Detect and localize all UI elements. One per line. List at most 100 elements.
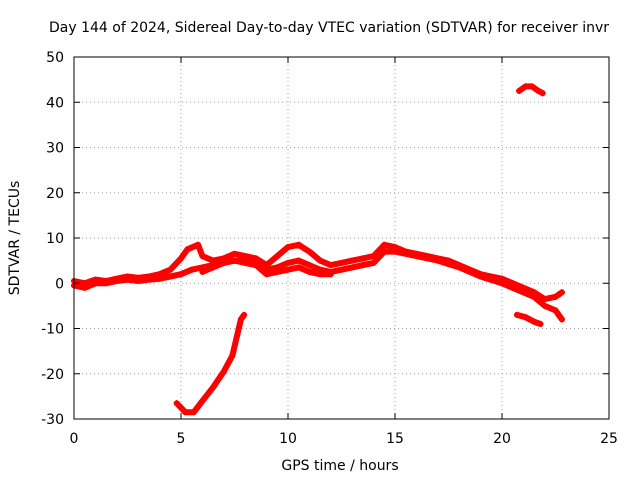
data-point [242, 259, 249, 266]
data-point [195, 241, 202, 248]
data-point [274, 268, 281, 275]
series-descending-arc [173, 311, 248, 416]
data-point [535, 87, 542, 94]
data-point [306, 262, 313, 269]
data-point [167, 266, 174, 273]
series-arc-late [514, 311, 544, 327]
x-tick-label: 0 [70, 431, 79, 447]
chart-title: Day 144 of 2024, Sidereal Day-to-day VTE… [49, 20, 609, 36]
data-point [541, 302, 548, 309]
data-point [295, 241, 302, 248]
data-point [434, 257, 441, 264]
data-point [135, 277, 142, 284]
data-point [210, 384, 217, 391]
data-point [381, 248, 388, 255]
y-tick-label: 20 [46, 186, 64, 202]
x-axis-label: GPS time / hours [281, 458, 398, 474]
data-point [513, 311, 520, 318]
data-point [413, 253, 420, 260]
data-point [552, 293, 559, 300]
data-point [199, 268, 206, 275]
data-point [295, 257, 302, 264]
data-point [522, 314, 529, 321]
data-point [558, 289, 565, 296]
x-tick-label: 15 [386, 431, 404, 447]
data-point [190, 409, 197, 416]
data-point [317, 271, 324, 278]
x-tick-label: 20 [493, 431, 511, 447]
x-tick-label: 5 [177, 431, 186, 447]
grid-layer [74, 57, 609, 419]
data-point [528, 83, 535, 90]
data-point [233, 334, 240, 341]
data-point [113, 277, 120, 284]
data-point [541, 296, 548, 303]
data-point [381, 241, 388, 248]
data-point [370, 259, 377, 266]
data-point [317, 257, 324, 264]
data-point [392, 248, 398, 255]
data-point [522, 83, 529, 90]
data-point [199, 253, 206, 260]
data-point [237, 316, 244, 323]
data-point [167, 273, 174, 280]
data-point [229, 352, 236, 359]
data-point [338, 266, 345, 273]
y-tick-label: -30 [41, 412, 64, 428]
y-tick-label: 30 [46, 141, 64, 157]
y-tick-label: 40 [46, 95, 64, 111]
data-point [184, 246, 191, 253]
data-point [274, 253, 281, 260]
y-tick-label: 0 [55, 276, 64, 292]
series-layer [71, 83, 565, 416]
data-point [531, 293, 538, 300]
data-point [295, 264, 302, 271]
data-point [327, 262, 334, 269]
data-point [359, 262, 366, 269]
data-point [349, 257, 356, 264]
data-point [552, 307, 559, 314]
data-point [182, 409, 189, 416]
data-point [531, 318, 538, 325]
series-arc-41 [516, 83, 546, 97]
data-point [327, 271, 334, 278]
data-point [558, 316, 565, 323]
data-point [537, 320, 544, 327]
data-point [370, 253, 377, 260]
data-point [220, 259, 227, 266]
data-point [178, 255, 184, 262]
data-point [241, 311, 248, 318]
data-point [499, 280, 505, 287]
data-point [285, 244, 291, 251]
data-point [173, 400, 180, 407]
data-point [520, 289, 527, 296]
data-point [456, 264, 463, 271]
data-point [188, 266, 195, 273]
data-point [263, 271, 270, 278]
data-point [210, 264, 217, 271]
data-point [231, 257, 238, 264]
data-point [359, 255, 366, 262]
data-point [349, 264, 356, 271]
data-point [156, 275, 163, 282]
data-point [220, 368, 227, 375]
x-tick-label: 25 [600, 431, 618, 447]
x-tick-label: 10 [279, 431, 297, 447]
data-point [477, 273, 484, 280]
y-tick-label: -10 [41, 322, 64, 338]
data-point [338, 259, 345, 266]
data-point [145, 276, 152, 283]
data-point [509, 284, 516, 291]
data-point [306, 248, 313, 255]
data-point [516, 87, 523, 94]
data-point [178, 271, 184, 278]
data-point [285, 266, 291, 273]
y-axis-label: SDTVAR / TECUs [7, 181, 23, 296]
data-point [92, 280, 99, 287]
data-point [285, 259, 291, 266]
data-point [539, 90, 546, 97]
data-point [124, 276, 131, 283]
data-point [103, 280, 110, 287]
tick-layer: 0 5 10 15 20 25 -30 -20 -10 0 10 20 30 40 50 [41, 50, 618, 447]
